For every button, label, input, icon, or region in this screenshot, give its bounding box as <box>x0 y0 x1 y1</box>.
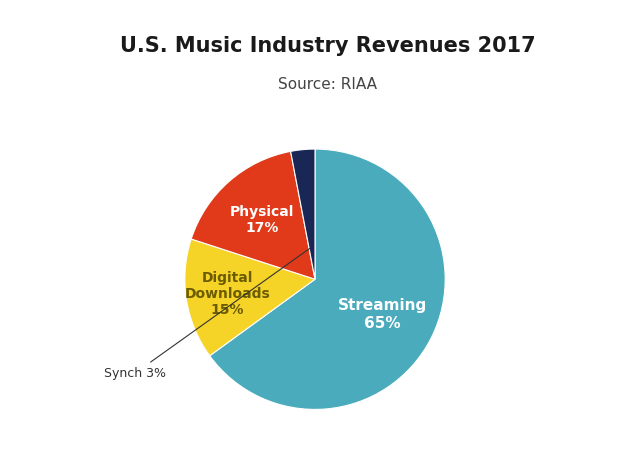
Text: Streaming
65%: Streaming 65% <box>338 298 427 330</box>
Wedge shape <box>290 150 315 280</box>
Text: Synch 3%: Synch 3% <box>105 249 310 380</box>
Text: Figure 2: Figure 2 <box>29 17 113 35</box>
Text: Digital
Downloads
15%: Digital Downloads 15% <box>185 270 270 317</box>
Wedge shape <box>185 239 315 356</box>
Wedge shape <box>210 150 445 410</box>
Text: U.S. Music Industry Revenues 2017: U.S. Music Industry Revenues 2017 <box>120 36 536 56</box>
Text: Physical
17%: Physical 17% <box>229 204 294 234</box>
Text: Source: RIAA: Source: RIAA <box>278 77 377 92</box>
Wedge shape <box>191 152 315 280</box>
